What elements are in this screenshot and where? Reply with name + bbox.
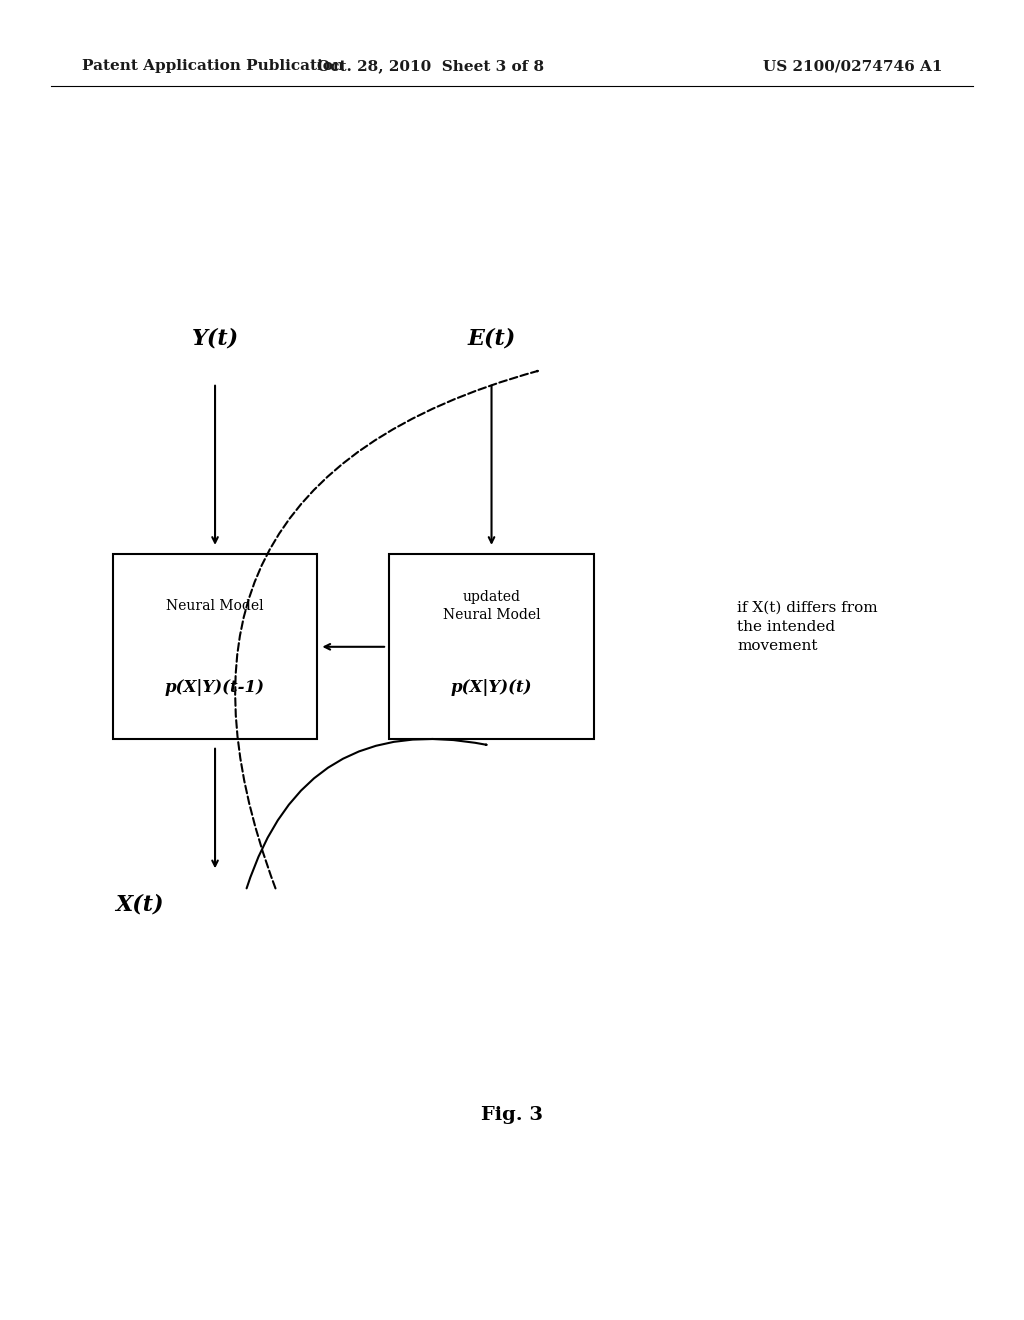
Text: US 2100/0274746 A1: US 2100/0274746 A1: [763, 59, 942, 74]
Text: updated
Neural Model: updated Neural Model: [442, 590, 541, 622]
Text: p(X|Y)(t): p(X|Y)(t): [451, 678, 532, 696]
FancyBboxPatch shape: [389, 554, 594, 739]
Text: if X(t) differs from
the intended
movement: if X(t) differs from the intended moveme…: [737, 601, 878, 653]
Text: Neural Model: Neural Model: [166, 599, 264, 614]
Text: E(t): E(t): [467, 327, 516, 350]
FancyArrowPatch shape: [247, 739, 486, 888]
Text: Oct. 28, 2010  Sheet 3 of 8: Oct. 28, 2010 Sheet 3 of 8: [316, 59, 544, 74]
Text: X(t): X(t): [116, 894, 164, 915]
FancyArrowPatch shape: [236, 371, 538, 888]
Text: p(X|Y)(t-1): p(X|Y)(t-1): [165, 678, 265, 696]
Text: Y(t): Y(t): [191, 327, 239, 350]
Text: Patent Application Publication: Patent Application Publication: [82, 59, 344, 74]
FancyBboxPatch shape: [113, 554, 317, 739]
Text: Fig. 3: Fig. 3: [481, 1106, 543, 1125]
